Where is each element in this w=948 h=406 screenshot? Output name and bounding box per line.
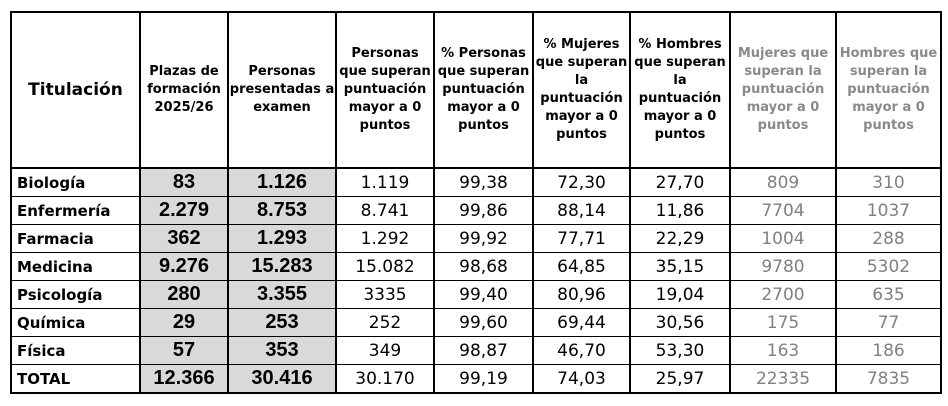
header-row: Titulación Plazas de formación 2025/26 P… <box>10 11 942 169</box>
cell-titulacion: Física <box>10 336 141 365</box>
header-titulacion: Titulación <box>10 11 141 169</box>
table-row: Física 57 353 349 98,87 46,70 53,30 163 186 <box>10 336 942 365</box>
table-row: Farmacia 362 1.293 1.292 99,92 77,71 22,29 1004… <box>10 224 942 253</box>
cell-mujeres: 175 <box>729 308 837 337</box>
table-row: Psicología 280 3.355 3335 99,40 80,96 19,04 270… <box>10 280 942 309</box>
cell-hombres: 310 <box>835 167 942 197</box>
cell-hombres: 5302 <box>835 252 942 281</box>
titulacion-stats-table: Titulación Plazas de formación 2025/26 P… <box>10 11 942 394</box>
table-row: Química 29 253 252 99,60 69,44 30,56 175 77 <box>10 308 942 337</box>
cell-mujeres: 163 <box>729 336 837 365</box>
header-presentadas: Personas presentadas a examen <box>227 11 337 169</box>
table-row: Enfermería 2.279 8.753 8.741 99,86 88,14 11,86… <box>10 196 942 225</box>
cell-mujeres: 1004 <box>729 224 837 253</box>
cell-titulacion: Farmacia <box>10 224 141 253</box>
cell-pct-mujeres: 72,30 <box>532 167 631 197</box>
cell-hombres: 1037 <box>835 196 942 225</box>
cell-presentadas: 8.753 <box>227 196 337 225</box>
cell-mujeres: 9780 <box>729 252 837 281</box>
cell-plazas: 362 <box>139 224 229 253</box>
cell-hombres: 186 <box>835 336 942 365</box>
cell-pct-personas: 99,60 <box>433 308 534 337</box>
cell-plazas: 9.276 <box>139 252 229 281</box>
cell-pct-mujeres: 74,03 <box>532 364 631 394</box>
cell-presentadas: 353 <box>227 336 337 365</box>
cell-titulacion: Medicina <box>10 252 141 281</box>
cell-presentadas: 1.126 <box>227 167 337 197</box>
header-hombres: Hombres que superan la puntuación mayor … <box>835 11 942 169</box>
cell-presentadas: 15.283 <box>227 252 337 281</box>
cell-pct-personas: 99,19 <box>433 364 534 394</box>
cell-mujeres: 7704 <box>729 196 837 225</box>
cell-pct-hombres: 27,70 <box>629 167 731 197</box>
cell-pct-personas: 99,86 <box>433 196 534 225</box>
cell-mujeres: 2700 <box>729 280 837 309</box>
cell-hombres: 288 <box>835 224 942 253</box>
cell-pct-personas: 99,40 <box>433 280 534 309</box>
cell-mujeres: 22335 <box>729 364 837 394</box>
cell-superan: 1.292 <box>335 224 435 253</box>
cell-presentadas: 253 <box>227 308 337 337</box>
cell-pct-hombres: 19,04 <box>629 280 731 309</box>
cell-titulacion: Enfermería <box>10 196 141 225</box>
header-plazas: Plazas de formación 2025/26 <box>139 11 229 169</box>
cell-pct-hombres: 35,15 <box>629 252 731 281</box>
cell-plazas: 29 <box>139 308 229 337</box>
cell-pct-hombres: 25,97 <box>629 364 731 394</box>
header-pct-mujeres: % Mujeres que superan la puntuación mayo… <box>532 11 631 169</box>
cell-pct-personas: 99,38 <box>433 167 534 197</box>
header-pct-hombres: % Hombres que superan la puntuación mayo… <box>629 11 731 169</box>
cell-pct-personas: 98,68 <box>433 252 534 281</box>
cell-pct-mujeres: 88,14 <box>532 196 631 225</box>
cell-pct-personas: 98,87 <box>433 336 534 365</box>
cell-hombres: 635 <box>835 280 942 309</box>
cell-plazas: 280 <box>139 280 229 309</box>
cell-superan: 30.170 <box>335 364 435 394</box>
cell-pct-personas: 99,92 <box>433 224 534 253</box>
total-row: TOTAL 12.366 30.416 30.170 99,19 74,03 25,97 22… <box>10 364 942 394</box>
cell-plazas: 2.279 <box>139 196 229 225</box>
cell-plazas: 57 <box>139 336 229 365</box>
cell-pct-hombres: 53,30 <box>629 336 731 365</box>
table-row: Medicina 9.276 15.283 15.082 98,68 64,85 35,15… <box>10 252 942 281</box>
cell-pct-hombres: 30,56 <box>629 308 731 337</box>
cell-superan: 15.082 <box>335 252 435 281</box>
cell-superan: 1.119 <box>335 167 435 197</box>
cell-plazas: 12.366 <box>139 364 229 394</box>
cell-pct-mujeres: 64,85 <box>532 252 631 281</box>
cell-titulacion: Psicología <box>10 280 141 309</box>
cell-superan: 3335 <box>335 280 435 309</box>
cell-pct-hombres: 22,29 <box>629 224 731 253</box>
cell-pct-hombres: 11,86 <box>629 196 731 225</box>
cell-presentadas: 30.416 <box>227 364 337 394</box>
cell-presentadas: 1.293 <box>227 224 337 253</box>
table-row: Biología 83 1.126 1.119 99,38 72,30 27,70 809 31… <box>10 167 942 197</box>
cell-superan: 349 <box>335 336 435 365</box>
cell-superan: 252 <box>335 308 435 337</box>
cell-presentadas: 3.355 <box>227 280 337 309</box>
cell-hombres: 7835 <box>835 364 942 394</box>
cell-pct-mujeres: 69,44 <box>532 308 631 337</box>
cell-titulacion: TOTAL <box>10 364 141 394</box>
cell-pct-mujeres: 46,70 <box>532 336 631 365</box>
cell-superan: 8.741 <box>335 196 435 225</box>
cell-titulacion: Química <box>10 308 141 337</box>
header-mujeres: Mujeres que superan la puntuación mayor … <box>729 11 837 169</box>
header-superan: Personas que superan puntuación mayor a … <box>335 11 435 169</box>
cell-mujeres: 809 <box>729 167 837 197</box>
header-pct-personas: % Personas que superan puntuación mayor … <box>433 11 534 169</box>
cell-hombres: 77 <box>835 308 942 337</box>
cell-titulacion: Biología <box>10 167 141 197</box>
cell-pct-mujeres: 80,96 <box>532 280 631 309</box>
cell-pct-mujeres: 77,71 <box>532 224 631 253</box>
cell-plazas: 83 <box>139 167 229 197</box>
